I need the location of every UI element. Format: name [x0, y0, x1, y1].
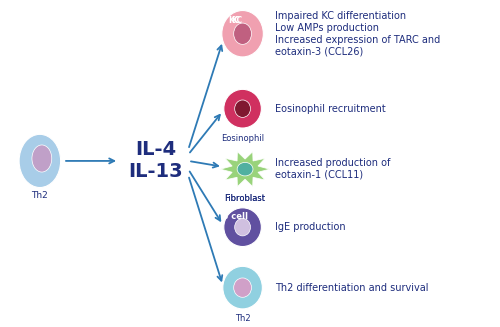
Text: IgE production: IgE production [274, 222, 345, 232]
Text: Eosinophil recruitment: Eosinophil recruitment [274, 104, 386, 114]
Text: Fibroblast: Fibroblast [224, 194, 266, 203]
Text: Th2: Th2 [32, 191, 48, 200]
Ellipse shape [234, 278, 252, 297]
Ellipse shape [222, 10, 264, 57]
Ellipse shape [224, 208, 262, 247]
Ellipse shape [234, 23, 252, 44]
Ellipse shape [32, 145, 52, 172]
Text: Eosinophil: Eosinophil [221, 134, 264, 143]
Text: KC: KC [231, 16, 242, 26]
Ellipse shape [19, 134, 60, 187]
Ellipse shape [224, 89, 262, 128]
Text: Fibroblast: Fibroblast [224, 194, 266, 203]
Text: Th2 differentiation and survival: Th2 differentiation and survival [274, 283, 428, 293]
Text: Increased production of
eotaxin-1 (CCL11): Increased production of eotaxin-1 (CCL11… [274, 158, 390, 180]
Ellipse shape [234, 218, 250, 236]
Text: Impaired KC differentiation
Low AMPs production
Increased expression of TARC and: Impaired KC differentiation Low AMPs pro… [274, 11, 440, 56]
Ellipse shape [234, 100, 250, 117]
Text: Th2: Th2 [235, 314, 250, 323]
Polygon shape [220, 152, 270, 187]
Ellipse shape [237, 163, 253, 176]
Ellipse shape [223, 267, 262, 309]
Text: KC: KC [228, 16, 240, 26]
Text: B cell: B cell [222, 212, 248, 221]
Text: IL-4
IL-13: IL-4 IL-13 [128, 140, 184, 181]
